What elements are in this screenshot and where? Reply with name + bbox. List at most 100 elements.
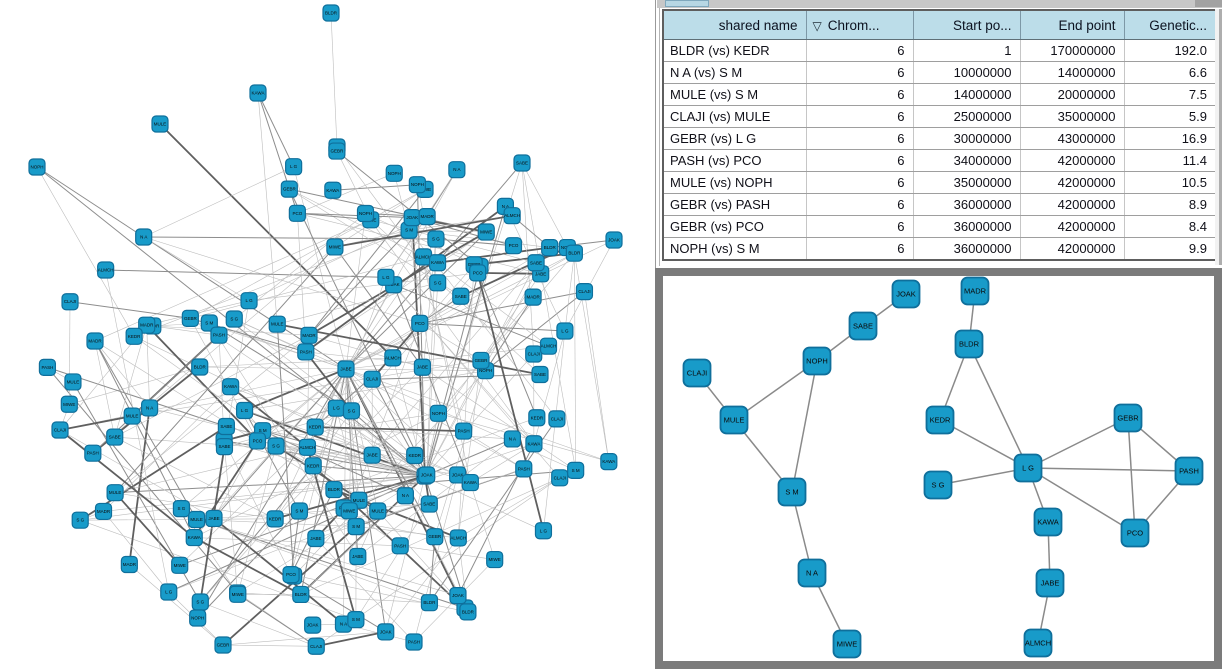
network-node[interactable] — [268, 315, 286, 333]
network-node-s-g[interactable] — [923, 470, 953, 500]
network-node[interactable] — [267, 437, 285, 455]
network-node[interactable] — [222, 378, 240, 396]
network-node[interactable] — [449, 586, 467, 605]
network-node[interactable] — [307, 637, 325, 655]
table-row[interactable]: MULE (vs) NOPH 6 35000000 42000000 10.5 — [663, 171, 1217, 194]
network-node[interactable] — [452, 287, 470, 305]
network-node[interactable] — [377, 623, 395, 641]
network-node[interactable] — [290, 502, 309, 520]
network-node[interactable] — [418, 208, 436, 226]
network-node[interactable] — [449, 529, 467, 547]
network-node[interactable] — [427, 230, 445, 248]
network-node[interactable] — [97, 261, 115, 279]
filter-icon[interactable]: ▽ — [812, 18, 822, 33]
network-node[interactable] — [266, 510, 284, 528]
network-node[interactable] — [503, 207, 521, 225]
network-node-mule[interactable] — [719, 405, 749, 435]
network-node[interactable] — [120, 555, 138, 574]
network-node[interactable] — [515, 460, 533, 478]
network-node[interactable] — [304, 616, 322, 634]
network-node[interactable] — [225, 310, 243, 328]
network-node[interactable] — [413, 358, 432, 376]
network-node-jabe[interactable] — [1035, 568, 1065, 598]
network-node[interactable] — [369, 502, 387, 520]
network-node[interactable] — [405, 633, 423, 651]
network-node[interactable] — [135, 228, 153, 246]
network-node[interactable] — [215, 438, 234, 456]
network-node[interactable] — [322, 4, 340, 22]
table-row[interactable]: MULE (vs) S M 6 14000000 20000000 7.5 — [663, 83, 1217, 106]
network-node[interactable] — [469, 264, 487, 282]
column-header-shared-name[interactable]: shared name — [663, 10, 807, 40]
network-node[interactable] — [123, 407, 141, 425]
network-node[interactable] — [185, 528, 203, 547]
network-node-sabe[interactable] — [848, 311, 878, 341]
network-node[interactable] — [567, 461, 585, 479]
column-header-genetic-[interactable]: Genetic... — [1124, 10, 1217, 40]
network-node[interactable] — [565, 244, 583, 262]
network-node[interactable] — [408, 176, 426, 194]
network-node[interactable] — [524, 288, 542, 306]
network-node[interactable] — [541, 239, 559, 257]
network-node[interactable] — [337, 360, 355, 378]
network-node[interactable] — [534, 522, 553, 540]
network-node[interactable] — [528, 409, 546, 427]
network-node[interactable] — [306, 418, 324, 436]
network-edge[interactable] — [1127, 417, 1136, 534]
network-node[interactable] — [527, 254, 545, 272]
network-node-l-g[interactable] — [1013, 453, 1043, 483]
network-node[interactable] — [356, 204, 375, 223]
network-node[interactable] — [181, 309, 199, 327]
network-node[interactable] — [377, 268, 395, 286]
network-node[interactable] — [525, 345, 543, 363]
network-node[interactable] — [477, 223, 495, 241]
network-node[interactable] — [172, 500, 191, 518]
network-node[interactable] — [288, 204, 306, 222]
network-node[interactable] — [189, 609, 207, 627]
network-node[interactable] — [347, 517, 365, 536]
network-edge[interactable] — [937, 467, 1029, 486]
table-row[interactable]: GEBR (vs) PCO 6 36000000 42000000 8.4 — [663, 215, 1217, 238]
network-node[interactable] — [84, 444, 102, 462]
network-node[interactable] — [71, 511, 89, 529]
network-node[interactable] — [125, 327, 143, 345]
network-node[interactable] — [472, 351, 490, 370]
network-node[interactable] — [486, 550, 504, 569]
network-node[interactable] — [298, 438, 317, 456]
network-node[interactable] — [325, 480, 343, 499]
network-node[interactable] — [531, 365, 549, 384]
panel-splitter[interactable] — [659, 8, 660, 266]
network-node[interactable] — [426, 528, 444, 546]
network-node[interactable] — [171, 556, 189, 574]
network-node[interactable] — [363, 370, 381, 388]
network-node[interactable] — [51, 421, 69, 439]
network-node-pco[interactable] — [1120, 518, 1150, 548]
network-node[interactable] — [605, 231, 623, 249]
network-edge[interactable] — [791, 360, 818, 493]
network-node[interactable] — [292, 585, 310, 604]
network-node[interactable] — [64, 373, 82, 391]
network-node[interactable] — [600, 452, 618, 471]
network-node[interactable] — [396, 487, 414, 505]
network-node-gebr[interactable] — [1113, 403, 1143, 433]
table-row[interactable]: BLDR (vs) KEDR 6 1 170000000 192.0 — [663, 39, 1217, 62]
table-scrollbar-track[interactable] — [1215, 9, 1222, 265]
network-node[interactable] — [210, 326, 228, 344]
network-node[interactable] — [340, 502, 358, 520]
network-node[interactable] — [513, 154, 531, 172]
network-node[interactable] — [406, 446, 424, 465]
network-node[interactable] — [86, 332, 104, 350]
network-node[interactable] — [106, 428, 124, 446]
network-node[interactable] — [418, 466, 436, 484]
network-node-noph[interactable] — [802, 346, 832, 376]
network-node[interactable] — [304, 457, 322, 475]
network-node[interactable] — [141, 399, 159, 417]
network-node[interactable] — [384, 349, 402, 367]
table-row[interactable]: CLAJI (vs) MULE 6 25000000 35000000 5.9 — [663, 105, 1217, 128]
network-node[interactable] — [326, 238, 344, 256]
network-node[interactable] — [503, 430, 521, 448]
network-node[interactable] — [188, 510, 206, 529]
network-detail-canvas[interactable]: JOAK MADR SABE BLDR NOPH CLAJI MULE KEDR GEBR L G… — [663, 276, 1214, 661]
table-row[interactable]: GEBR (vs) L G 6 30000000 43000000 16.9 — [663, 127, 1217, 150]
network-node[interactable] — [548, 410, 566, 428]
